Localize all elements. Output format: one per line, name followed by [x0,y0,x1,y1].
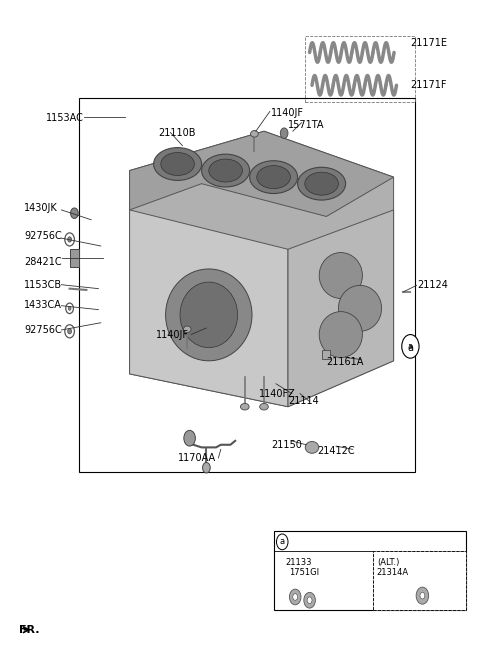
Circle shape [289,589,301,605]
Text: 21161A: 21161A [326,357,364,367]
Ellipse shape [260,403,268,410]
Bar [70,249,79,267]
Ellipse shape [183,326,191,333]
Ellipse shape [202,154,250,187]
Text: 1430JK: 1430JK [24,203,58,213]
Ellipse shape [257,165,290,189]
Text: 21314A: 21314A [377,567,409,577]
Ellipse shape [250,161,298,194]
Ellipse shape [298,167,346,200]
Ellipse shape [240,403,249,410]
Polygon shape [130,131,394,407]
Text: FR.: FR. [19,625,40,635]
Ellipse shape [161,152,194,175]
Ellipse shape [251,131,258,137]
Text: 21124: 21124 [418,280,448,291]
Text: 92756C: 92756C [24,231,62,241]
Text: 1751GI: 1751GI [289,567,320,577]
Text: 21110B: 21110B [158,127,196,138]
Text: 21150: 21150 [271,440,302,450]
Circle shape [68,237,72,242]
Text: 1170AA: 1170AA [178,453,216,463]
Circle shape [304,592,315,608]
Circle shape [68,329,72,334]
Text: (ALT.): (ALT.) [377,558,399,567]
Text: a: a [408,342,413,351]
Ellipse shape [209,159,242,182]
Bar [305,36,415,102]
Text: 1153CB: 1153CB [24,280,62,291]
Text: 1433CA: 1433CA [24,300,62,310]
Circle shape [420,592,425,599]
Text: 21133: 21133 [286,558,312,567]
Circle shape [307,597,312,604]
Ellipse shape [305,441,319,453]
Circle shape [293,594,298,600]
Circle shape [276,534,288,550]
Text: 1140JF: 1140JF [156,329,189,340]
Bar [79,98,415,472]
Circle shape [280,128,288,138]
Text: 92756C: 92756C [24,325,62,335]
Text: 1140FZ: 1140FZ [259,388,296,399]
Text: 28421C: 28421C [24,257,61,268]
Text: a: a [280,537,285,546]
Circle shape [68,306,71,310]
Bar [274,531,466,610]
Circle shape [184,430,195,446]
Bar [322,350,330,359]
Ellipse shape [319,312,362,358]
Bar [373,551,466,610]
Text: 21412C: 21412C [317,446,354,457]
Circle shape [203,462,210,473]
Text: 1571TA: 1571TA [288,119,324,130]
Polygon shape [130,131,394,216]
Ellipse shape [319,253,362,298]
Text: 21171F: 21171F [410,80,447,91]
Polygon shape [288,210,394,407]
Ellipse shape [154,148,202,180]
Polygon shape [130,210,288,407]
Ellipse shape [305,172,338,195]
Text: a: a [408,342,413,353]
Text: 1153AC: 1153AC [46,113,84,123]
Text: 1140JF: 1140JF [271,108,304,118]
Circle shape [402,335,419,358]
Circle shape [71,208,78,218]
Text: 21171E: 21171E [410,37,447,48]
Ellipse shape [166,269,252,361]
Circle shape [416,587,429,604]
Ellipse shape [338,285,382,331]
Text: 21114: 21114 [288,396,319,407]
Ellipse shape [180,282,238,348]
